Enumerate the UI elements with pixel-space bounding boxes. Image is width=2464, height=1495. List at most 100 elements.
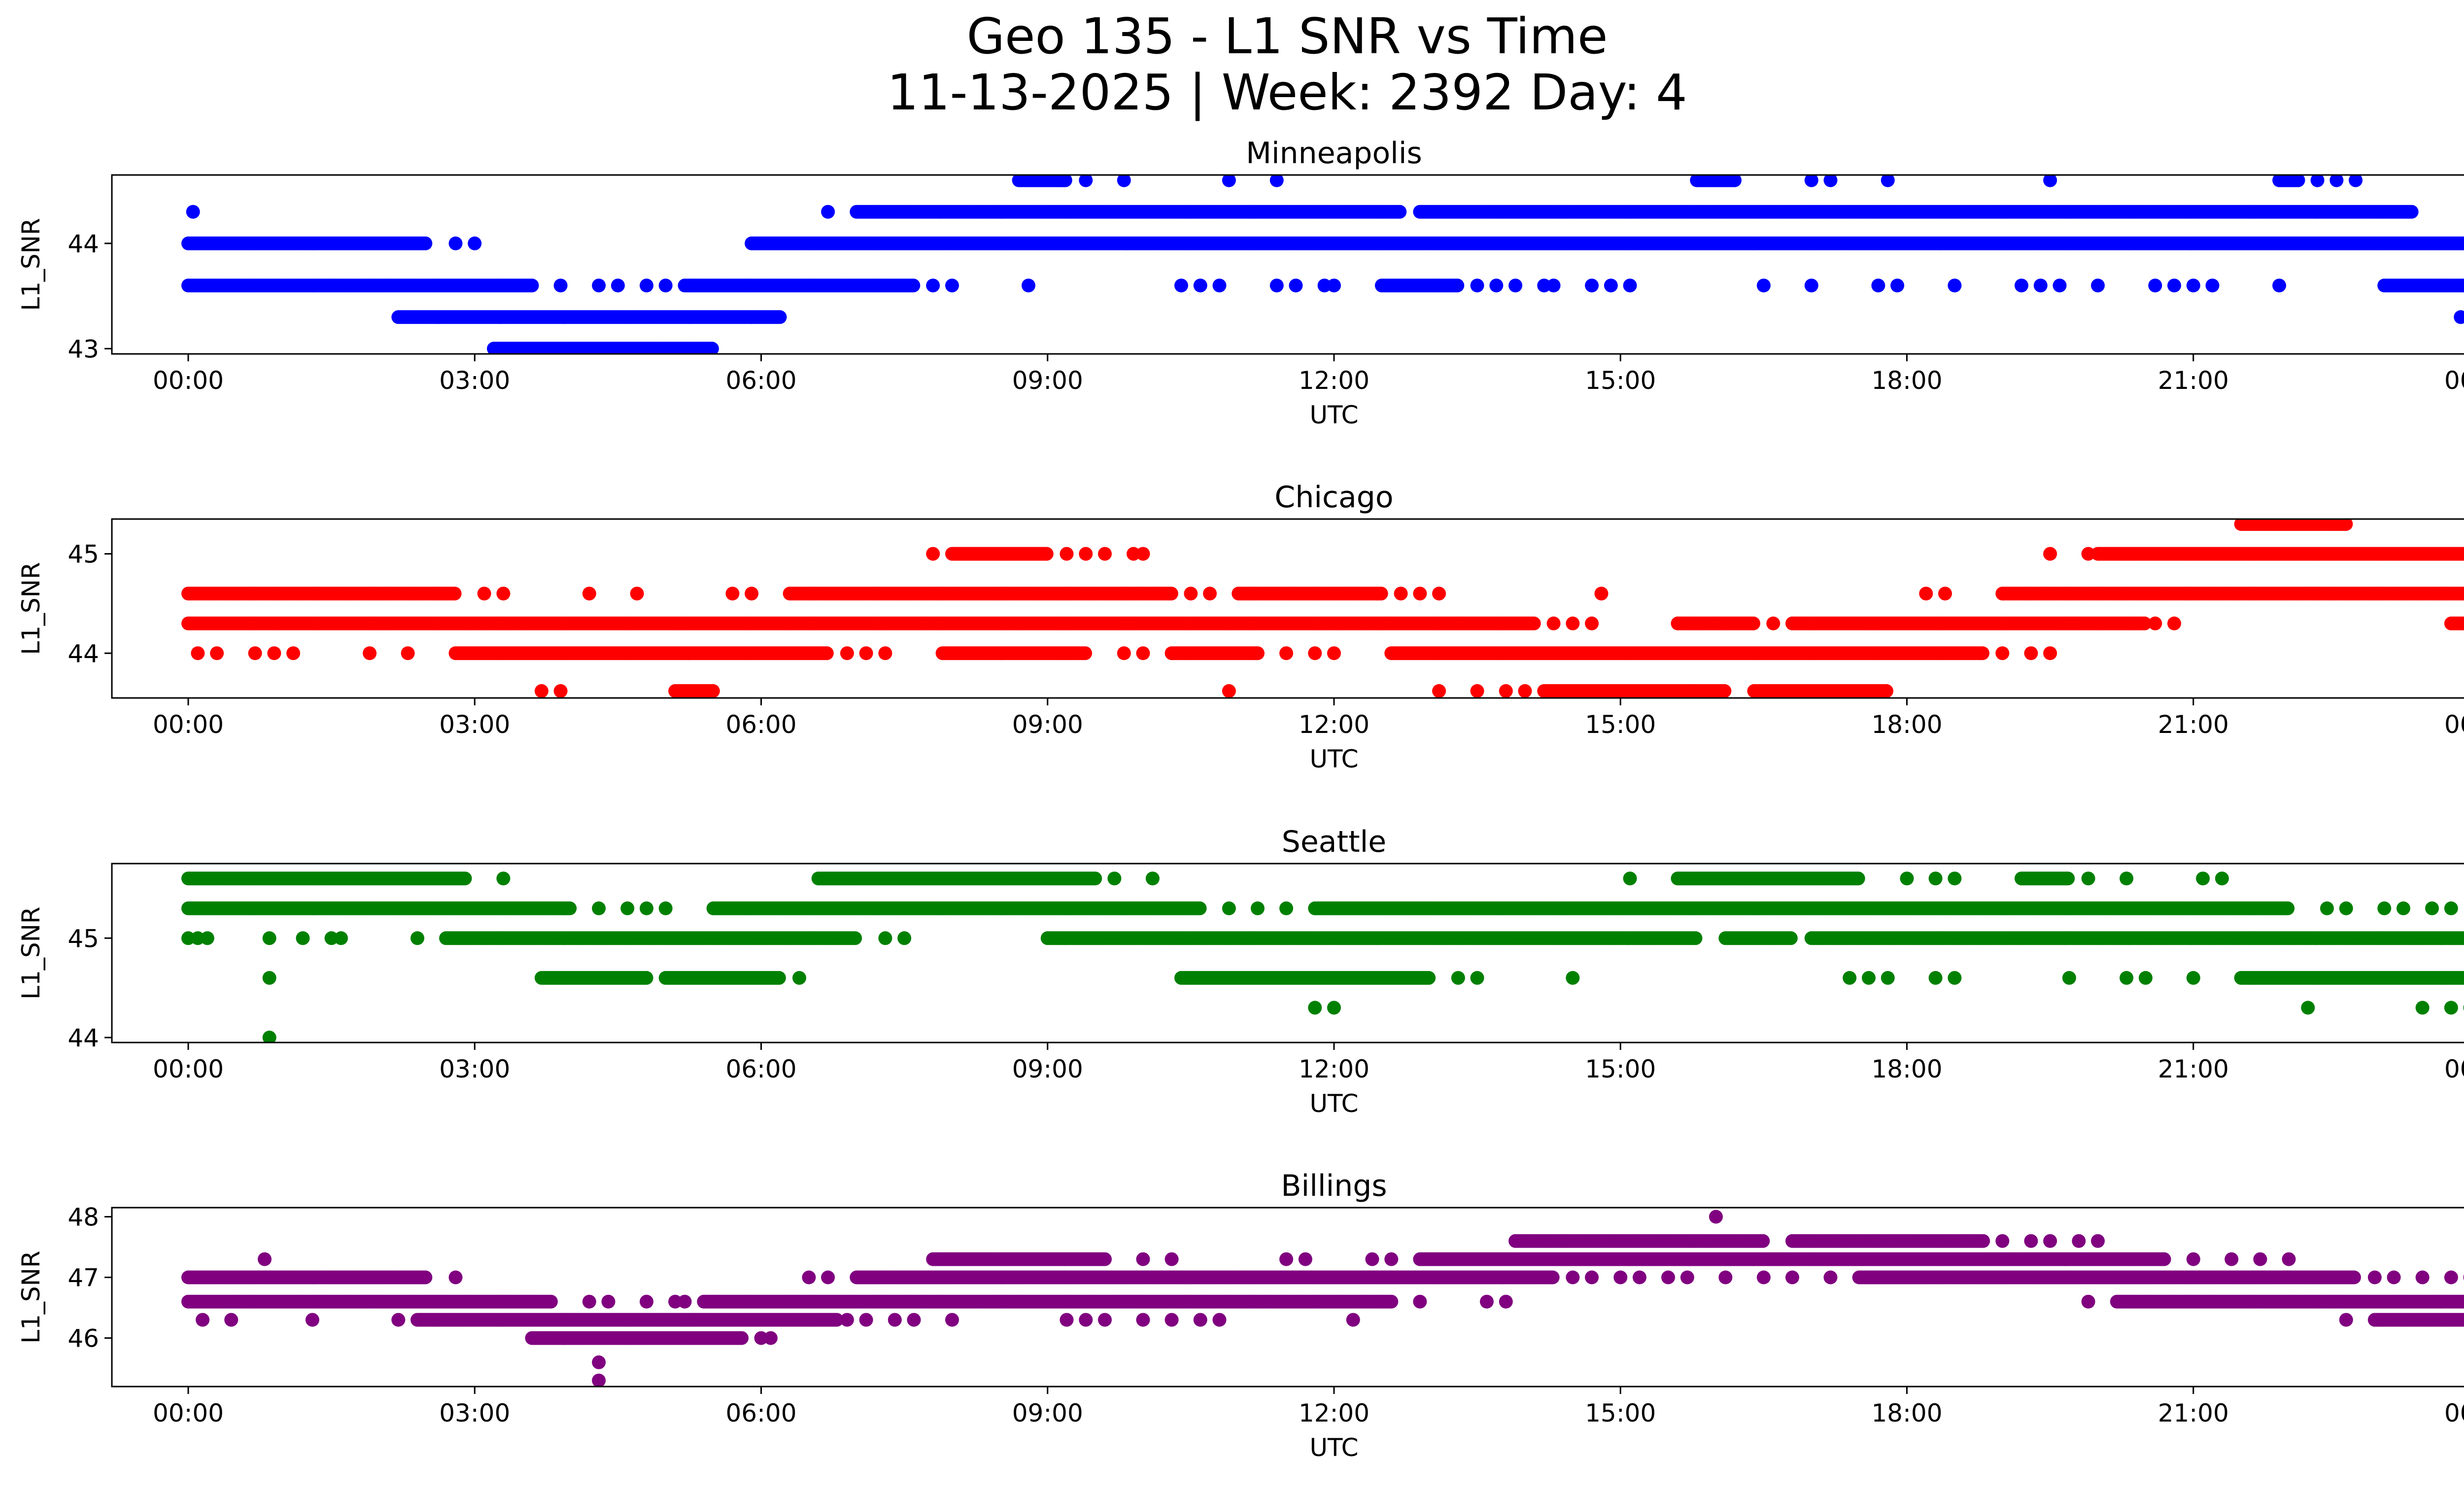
data-point [1393,205,1407,219]
data-point [1880,684,1893,698]
data-point [859,646,873,661]
data-point [1269,278,1284,293]
data-point [286,646,301,661]
data-point [1585,616,1599,630]
data-point [926,278,940,293]
data-point [2329,175,2344,187]
data-point [2462,238,2464,249]
data-point [267,646,281,661]
data-point [1450,278,1465,293]
data-point [2033,278,2048,293]
data-point [1212,278,1227,293]
data-point [1585,278,1599,293]
data-point [210,646,224,661]
data-point [1327,278,1341,293]
data-point [1804,175,1818,187]
data-point [1546,278,1561,293]
data-point [1804,278,1818,293]
data-point [1604,278,1618,293]
x-tick-label: 03:00 [439,366,510,395]
data-point [1470,278,1484,293]
y-tick-label: 43 [68,335,99,363]
data-point [658,278,673,293]
data-point [640,278,653,293]
data-point [2043,175,2057,187]
subplot-title: Minneapolis [1246,136,1422,171]
data-point [1623,278,1637,293]
x-tick-label: 12:00 [1299,366,1369,395]
data-point [1432,684,1446,698]
data-point [2186,278,2200,293]
data-point [248,646,262,661]
data-point [1527,616,1541,630]
figure-title-line2: 11-13-2025 | Week: 2392 Day: 4 [887,64,1687,121]
data-point [773,310,787,324]
data-point [1222,175,1236,187]
data-point [906,278,921,293]
data-point [1174,278,1188,293]
y-tick-label: 44 [68,230,99,258]
data-point [1222,684,1236,698]
data-point [820,646,834,661]
x-tick-label: 09:00 [1012,366,1083,395]
data-point [2461,618,2464,629]
y-axis-label: L1_SNR [17,218,45,311]
data-point [2272,278,2287,293]
subplots: 00:00 03:00 06:00 09:00 12:00 15:00 18:00 21:00… [17,136,2464,1462]
data-point [186,205,200,219]
data-point [1717,684,1732,698]
data-point [1566,616,1580,630]
data-point [1327,646,1341,661]
data-point [1508,278,1523,293]
data-point [363,646,377,661]
data-point [2310,175,2325,187]
data-point [1546,616,1561,630]
data-point [1948,278,1962,293]
subplot-chicago: 00:00 03:00 06:00 09:00 12:00 15:00 18:00 21:00… [17,480,2464,773]
data-point [448,236,463,250]
data-point [1269,175,1284,187]
data-point [1317,278,1332,293]
data-point [553,684,568,698]
data-point [592,278,606,293]
data-point [1518,684,1532,698]
data-point [534,684,548,698]
data-point [1489,278,1504,293]
data-point [418,236,433,250]
figure-title-line1: Geo 135 - L1 SNR vs Time [967,7,1608,65]
data-point [2148,278,2162,293]
data-point [1117,646,1131,661]
data-point [1308,646,1322,661]
data-point [1995,646,2010,661]
data-point [1022,278,1035,293]
data-point [468,236,482,250]
data-point [706,684,720,698]
data-point [2043,646,2057,661]
series-points-minneapolis [181,175,2464,354]
data-point [2205,278,2220,293]
data-point [401,646,415,661]
subplot-minneapolis: 00:00 03:00 06:00 09:00 12:00 15:00 18:00 21:00… [17,136,2464,429]
data-point [1537,278,1551,293]
x-tick-label: 06:00 [725,366,796,395]
data-point [1058,175,1072,187]
data-point [2167,616,2181,630]
x-tick-label: 18:00 [1871,366,1942,395]
data-point [1136,646,1150,661]
data-point [2148,616,2162,630]
data-point [191,646,205,661]
data-point [2167,278,2181,293]
data-point [705,342,719,354]
data-point [1499,684,1513,698]
data-point [1746,616,1760,630]
data-point [1470,684,1484,698]
data-point [1823,175,1838,187]
data-point [2462,280,2464,291]
x-tick-label: 00:00 [2444,366,2464,395]
data-point [1890,278,1905,293]
data-point [945,278,959,293]
data-point [1871,278,1885,293]
data-point [2015,278,2028,293]
data-point [1279,646,1294,661]
